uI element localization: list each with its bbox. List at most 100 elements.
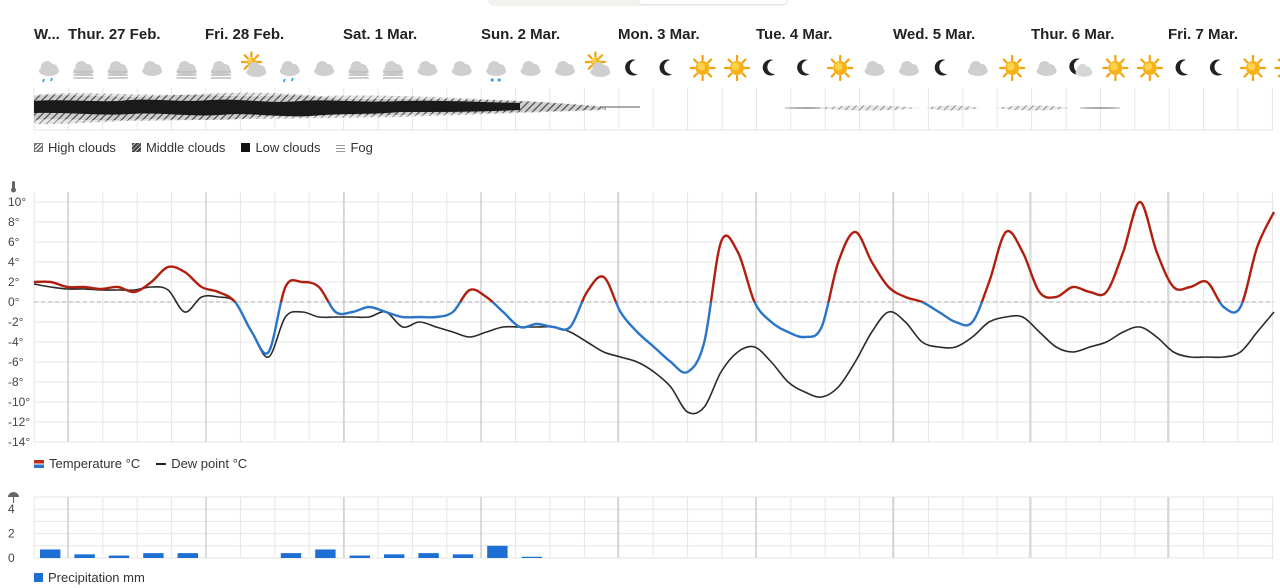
dew-point-swatch xyxy=(156,462,167,465)
precipitation-grid xyxy=(33,496,1274,559)
high-clouds-patch xyxy=(995,105,1070,111)
precipitation-swatch xyxy=(34,573,43,582)
sun-icon xyxy=(689,54,716,82)
sun-cloud-icon xyxy=(240,51,267,77)
cloud-rain-icon xyxy=(279,61,300,83)
cloud-icon xyxy=(967,61,988,76)
day-label-wed-5-mar: Wed. 5 Mar. xyxy=(893,26,976,43)
sun-icon xyxy=(1239,54,1267,82)
day-label-tue-4-mar: Tue. 4 Mar. xyxy=(756,26,833,43)
middle-clouds-swatch xyxy=(131,143,141,152)
dew-point-line xyxy=(33,283,1275,415)
temperature-tick-label: -2° xyxy=(8,315,24,329)
cloud-icon xyxy=(899,61,919,76)
day-label-thu-6-mar: Thur. 6 Mar. xyxy=(1031,26,1115,43)
precipitation-bar xyxy=(143,553,164,558)
temperature-tick-label: -10° xyxy=(8,395,30,409)
cloud-icon xyxy=(314,61,335,76)
sun-icon xyxy=(827,54,854,82)
day-label-mon-3-mar: Mon. 3 Mar. xyxy=(618,26,700,43)
cloud-icon xyxy=(142,61,163,76)
sun-icon xyxy=(1274,58,1280,78)
cloud-legend: High clouds Middle clouds Low clouds Fog xyxy=(34,140,389,155)
moon-cloud-icon xyxy=(1069,58,1093,77)
temperature-legend-item: Temperature °C xyxy=(34,456,140,471)
temperature-line-above-zero xyxy=(33,200,1276,302)
top-widget-tab-active[interactable] xyxy=(638,0,788,5)
temperature-tick-label: 2° xyxy=(8,275,20,289)
temperature-tick-label: -14° xyxy=(8,435,30,449)
low-clouds-area xyxy=(34,99,520,117)
cloud-fog-icon xyxy=(348,61,369,79)
precipitation-bar xyxy=(315,549,336,558)
cloud-rain-icon xyxy=(39,61,59,83)
high-clouds-legend-item: High clouds xyxy=(34,140,116,155)
temperature-tick-label: 4° xyxy=(8,255,20,269)
moon-icon xyxy=(659,59,673,76)
middle-clouds-label: Middle clouds xyxy=(145,140,226,155)
moon-icon xyxy=(934,59,948,76)
precipitation-bar xyxy=(177,553,198,558)
sun-cloud-icon xyxy=(584,51,611,77)
day-label-wed: W... xyxy=(34,26,60,43)
temperature-y-axis: 10° 8° 6° 4° 2° 0° -2° -4° -6° -8° -10° -12° -14° xyxy=(8,195,30,449)
moon-icon xyxy=(1175,59,1189,76)
temperature-swatch xyxy=(34,459,44,468)
high-clouds-swatch xyxy=(34,143,43,152)
cloud-fog-icon xyxy=(107,61,128,79)
temperature-line-below-zero xyxy=(233,302,1244,374)
temperature-label: Temperature °C xyxy=(49,456,141,471)
high-clouds-patch xyxy=(815,105,920,111)
precipitation-tick-label: 0 xyxy=(8,551,15,565)
day-label-sat-1-mar: Sat. 1 Mar. xyxy=(343,26,418,43)
precipitation-bar xyxy=(108,555,130,558)
fog-label: Fog xyxy=(350,140,373,155)
high-clouds-patch xyxy=(925,105,980,111)
low-clouds-label: Low clouds xyxy=(255,140,321,155)
cloud-icon xyxy=(520,61,541,76)
thermometer-icon xyxy=(11,181,16,193)
cloud-fog-icon xyxy=(73,61,94,79)
temperature-tick-label: -6° xyxy=(8,355,24,369)
temperature-tick-label: -12° xyxy=(8,415,30,429)
sun-icon xyxy=(999,54,1026,82)
cloud-fog-icon xyxy=(211,61,231,79)
cloud-icon xyxy=(451,61,472,76)
temperature-grid xyxy=(33,192,1274,443)
cloud-icon xyxy=(417,61,438,76)
day-label-thu-27-feb: Thur. 27 Feb. xyxy=(68,26,161,43)
high-clouds-label: High clouds xyxy=(48,140,116,155)
day-label-sun-2-mar: Sun. 2 Mar. xyxy=(481,26,561,43)
precipitation-y-axis: 4 2 0 xyxy=(8,502,15,565)
cloud-icon xyxy=(1036,61,1057,76)
cloud-icon xyxy=(864,61,885,76)
temperature-tick-label: 6° xyxy=(8,235,20,249)
precipitation-bar xyxy=(521,556,542,558)
dew-point-label: Dew point °C xyxy=(171,456,248,471)
day-label-fri-28-feb: Fri. 28 Feb. xyxy=(205,26,285,43)
cloud-fog-icon xyxy=(176,61,197,79)
precipitation-bar xyxy=(349,555,370,558)
temperature-tick-label: -4° xyxy=(8,335,24,349)
top-widget-tab xyxy=(488,0,788,6)
sun-icon xyxy=(1136,54,1163,82)
precipitation-bar xyxy=(418,553,439,558)
sun-icon xyxy=(723,54,751,82)
low-clouds-swatch xyxy=(241,143,251,152)
precipitation-label: Precipitation mm xyxy=(48,570,145,585)
moon-icon xyxy=(762,59,776,76)
temperature-tick-label: 0° xyxy=(8,295,20,309)
precipitation-bar xyxy=(74,554,95,558)
high-clouds-patch xyxy=(1079,107,1121,109)
temperature-tick-label: -8° xyxy=(8,375,24,389)
precipitation-bar xyxy=(384,554,405,558)
day-label-fri-7-mar: Fri. 7 Mar. xyxy=(1168,26,1239,43)
cloud-cover-band xyxy=(33,88,1274,131)
fog-legend-item: Fog xyxy=(336,140,373,155)
moon-icon xyxy=(625,59,638,76)
fog-swatch xyxy=(336,143,346,152)
precipitation-tick-label: 2 xyxy=(8,527,15,541)
precipitation-bar xyxy=(487,545,508,558)
temperature-legend: Temperature °C Dew point °C xyxy=(34,456,263,471)
